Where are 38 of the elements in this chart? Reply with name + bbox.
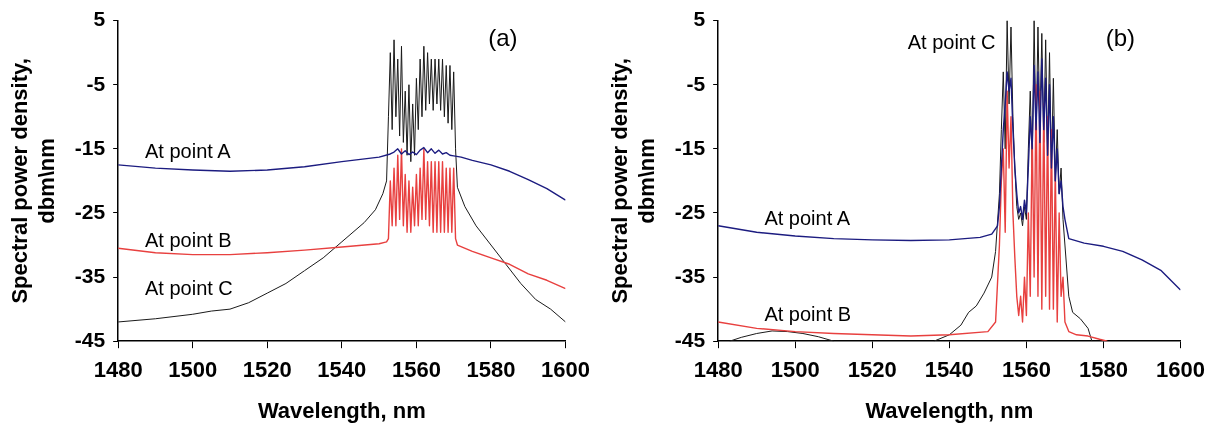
y-tick-label: -35 (74, 263, 106, 287)
x-tick-label: 1540 (924, 357, 974, 383)
x-tick-label: 1600 (541, 357, 591, 383)
series-label: At point C (144, 277, 233, 300)
x-tick-label: 1580 (466, 357, 516, 383)
y-tick-label: -5 (86, 71, 106, 95)
x-tick-label: 1560 (391, 357, 441, 383)
y-tick-label: 5 (93, 7, 106, 31)
x-tick-label: 1580 (1078, 357, 1128, 383)
y-tick-label: -15 (674, 135, 706, 159)
x-tick-label: 1540 (317, 357, 367, 383)
x-tick-label: 1500 (168, 357, 218, 383)
series-label: At point B (764, 303, 852, 326)
y-tick-label: -15 (74, 135, 106, 159)
x-axis-title: Wavelength, nm (257, 397, 426, 423)
series-label: At point B (144, 229, 232, 252)
x-tick-label: 1520 (242, 357, 292, 383)
y-tick-label: -35 (674, 263, 706, 287)
series-label: At point A (764, 206, 851, 229)
y-tick-label: 5 (693, 7, 706, 31)
x-tick-label: 1480 (93, 357, 143, 383)
x-tick-label: 1600 (1156, 357, 1206, 383)
y-axis-title: Spectral power density, dbm\nm (7, 58, 59, 304)
x-tick-label: 1480 (693, 357, 743, 383)
y-tick-label: -45 (74, 328, 106, 351)
y-tick-label: -45 (674, 328, 706, 351)
series-label: At point C (907, 30, 996, 53)
x-axis-title: Wavelength, nm (865, 397, 1034, 423)
x-tick-label: 1560 (1001, 357, 1051, 383)
y-tick-label: -25 (74, 199, 106, 223)
y-tick-label: -25 (674, 199, 706, 223)
annotation: (a) (488, 24, 518, 52)
series-label: At point A (144, 139, 232, 162)
annotation: (b) (1105, 24, 1136, 52)
y-axis-title: Spectral power density, dbm\nm (607, 58, 659, 304)
x-tick-label: 1500 (770, 357, 820, 383)
y-tick-label: -5 (686, 71, 706, 95)
x-tick-label: 1520 (847, 357, 897, 383)
